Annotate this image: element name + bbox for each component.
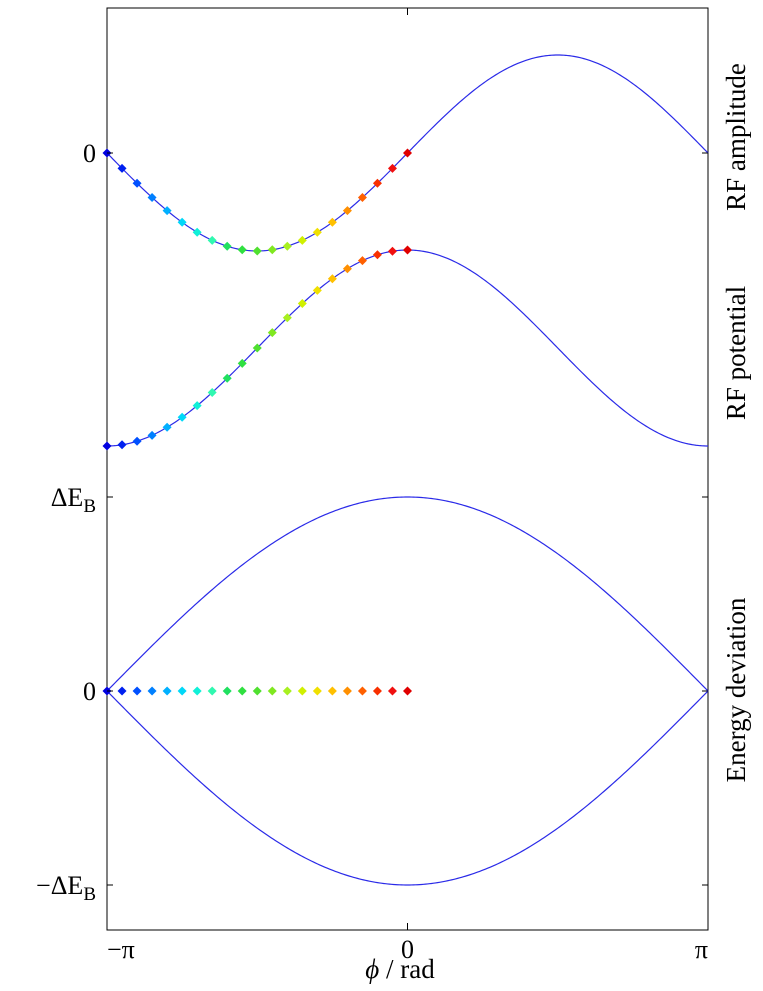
energy-deviation-tick-label: 0 <box>83 677 96 706</box>
rf-potential-marker <box>207 387 217 397</box>
energy-deviation-curve-lower <box>106 690 709 886</box>
rf-amplitude-marker <box>387 163 397 173</box>
rf-amplitude-marker <box>102 148 112 158</box>
ticks-layer <box>106 8 709 930</box>
rf-potential-marker <box>222 373 232 383</box>
energy-deviation-marker <box>372 686 382 696</box>
x-tick-label: 0 <box>401 935 414 964</box>
rf-potential-marker <box>327 274 337 284</box>
energy-deviation-marker <box>403 686 412 696</box>
energy-deviation-marker <box>267 686 277 696</box>
labels-layer: RF amplitude 0 RF potential Energy deviatio… <box>36 63 751 964</box>
x-tick-label: π <box>695 935 708 964</box>
rf-potential-marker <box>282 313 292 323</box>
energy-deviation-marker <box>207 686 217 696</box>
x-axis-title: ϕ / rad <box>365 954 435 984</box>
energy-deviation-marker <box>387 686 397 696</box>
rf-amplitude-marker <box>357 192 367 202</box>
rf-amplitude-marker <box>282 241 292 251</box>
markers-layer <box>102 148 412 696</box>
rf-amplitude-marker <box>222 241 232 251</box>
rf-potential-marker <box>297 299 307 309</box>
rf-amplitude-marker <box>177 217 187 227</box>
x-tick-label: −π <box>107 935 135 964</box>
rf-potential-marker <box>387 246 397 256</box>
rf-potential-marker <box>177 412 187 422</box>
energy-deviation-tick-label: −ΔEB <box>36 871 96 905</box>
energy-deviation-marker <box>102 686 112 696</box>
rf-potential-marker <box>237 358 247 368</box>
energy-deviation-marker <box>117 686 127 696</box>
rf-potential-marker <box>132 436 142 446</box>
energy-deviation-marker <box>342 686 352 696</box>
energy-deviation-marker <box>327 686 337 696</box>
rf-potential-curve <box>106 249 709 447</box>
rf-amplitude-marker <box>342 206 352 216</box>
rf-amplitude-marker <box>252 246 262 256</box>
energy-deviation-tick-label: ΔEB <box>51 483 96 517</box>
energy-deviation-marker <box>237 686 247 696</box>
rf-potential-marker <box>312 285 322 295</box>
energy-deviation-marker <box>357 686 367 696</box>
rf-potential-marker <box>252 343 262 353</box>
plot-frame <box>106 7 709 931</box>
rf-amplitude-marker <box>327 217 337 227</box>
rf-amplitude-marker <box>297 235 307 245</box>
energy-deviation-marker <box>282 686 292 696</box>
rf-potential-marker <box>102 441 112 451</box>
energy-deviation-marker <box>162 686 172 696</box>
energy-deviation-marker <box>297 686 307 696</box>
rf-potential-marker <box>357 256 367 266</box>
rf-amplitude-marker <box>403 148 412 158</box>
rf-amplitude-marker <box>192 227 202 237</box>
rf-potential-marker <box>162 422 172 432</box>
energy-deviation-marker <box>252 686 262 696</box>
energy-deviation-label: Energy deviation <box>721 597 751 782</box>
rf-potential-label: RF potential <box>721 286 751 420</box>
rf-potential-marker <box>342 264 352 274</box>
rf-amplitude-marker <box>312 227 322 237</box>
energy-deviation-curve <box>106 496 709 692</box>
energy-deviation-marker <box>192 686 202 696</box>
rf-amplitude-label: RF amplitude <box>721 63 751 211</box>
rf-potential-marker <box>117 440 127 450</box>
rf-amplitude-marker <box>267 245 277 255</box>
rf-amplitude-marker <box>162 206 172 216</box>
rf-amplitude-marker <box>132 178 142 188</box>
rf-amplitude-marker <box>117 163 127 173</box>
energy-deviation-marker <box>132 686 142 696</box>
energy-deviation-marker <box>147 686 157 696</box>
rf-amplitude-tick-label: 0 <box>83 139 96 168</box>
rf-potential-marker <box>403 245 412 255</box>
rf-amplitude-marker <box>237 245 247 255</box>
rf-potential-marker <box>147 430 157 440</box>
rf-amplitude-marker <box>147 192 157 202</box>
energy-deviation-marker <box>312 686 322 696</box>
curves-layer <box>106 54 709 886</box>
rf-potential-marker <box>192 401 202 411</box>
energy-deviation-marker <box>177 686 187 696</box>
rf-amplitude-marker <box>372 178 382 188</box>
energy-deviation-marker <box>222 686 232 696</box>
rf-potential-marker <box>372 250 382 260</box>
rf-potential-marker <box>267 328 277 338</box>
rf-amplitude-marker <box>207 235 217 245</box>
